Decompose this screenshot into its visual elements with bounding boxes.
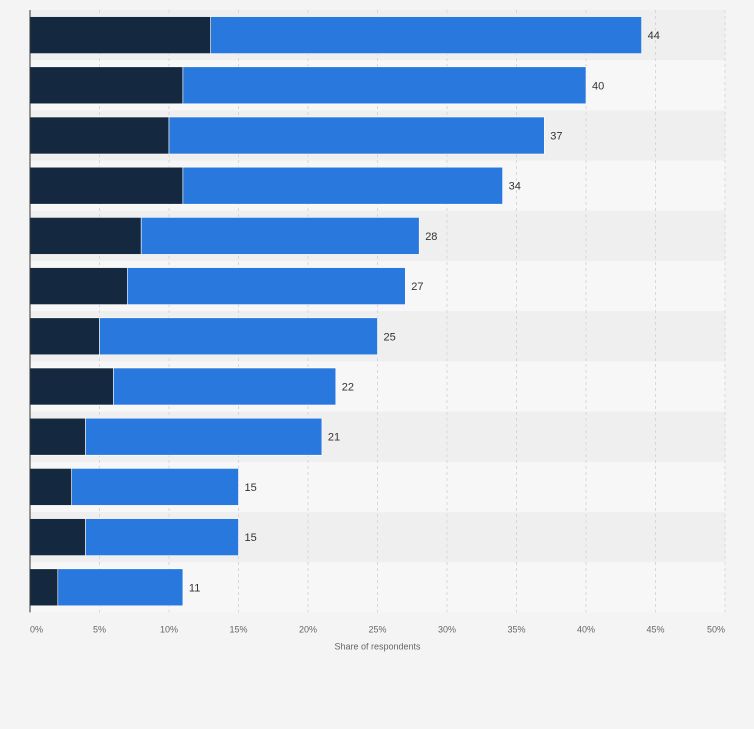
x-tick-label: 25%	[368, 624, 386, 634]
bar-segment-2	[127, 267, 406, 305]
bar-segment-2	[85, 518, 239, 556]
bar-total-label: 22	[342, 382, 354, 394]
bar-segment-2	[85, 417, 323, 456]
bar-segment-1	[29, 317, 100, 356]
x-tick-label: 20%	[299, 624, 317, 634]
bar-total-label: 15	[245, 482, 257, 494]
bar-total-label: 11	[189, 582, 200, 594]
bar-total-label: 15	[245, 532, 257, 544]
x-tick-label: 30%	[438, 624, 456, 634]
bar-total-label: 27	[411, 281, 423, 293]
x-tick-label: 10%	[160, 624, 178, 634]
bar-total-label: 28	[425, 231, 437, 243]
x-tick-label: 45%	[646, 624, 664, 634]
bar-segment-2	[168, 116, 545, 155]
bar-segment-2	[182, 66, 587, 105]
x-tick-label: 50%	[707, 624, 725, 634]
x-tick-label: 15%	[229, 624, 247, 634]
bar-segment-2	[113, 367, 337, 406]
x-axis-title: Share of respondents	[334, 641, 421, 651]
bar-segment-1	[29, 367, 114, 406]
bar-segment-1	[29, 267, 128, 305]
bar-segment-2	[99, 317, 378, 356]
bar-total-label: 34	[509, 181, 521, 193]
x-tick-label: 5%	[93, 624, 106, 634]
bar-total-label: 44	[648, 30, 660, 42]
bar-segment-1	[29, 66, 184, 105]
bar-segment-1	[29, 568, 59, 607]
bar-segment-1	[29, 468, 73, 506]
bar-total-label: 40	[592, 80, 604, 92]
bar-total-label: 37	[550, 131, 562, 143]
bar-total-label: 25	[384, 331, 396, 343]
bar-segment-2	[182, 166, 503, 205]
bar-segment-1	[29, 166, 184, 205]
bar-segment-2	[71, 468, 239, 506]
bar-segment-1	[29, 217, 142, 255]
bar-segment-2	[210, 16, 642, 54]
x-tick-label: 0%	[30, 624, 43, 634]
bar-segment-1	[29, 417, 86, 456]
bar-segment-1	[29, 16, 211, 54]
bar-segment-1	[29, 518, 86, 556]
x-tick-labels: 0% 5% 10% 15% 20% 25% 30% 35% 40% 45% 50%	[30, 624, 725, 634]
bar-segment-2	[57, 568, 184, 607]
bar-total-label: 21	[328, 432, 340, 444]
gridlines	[99, 10, 726, 613]
value-labels: 44 40 37 34 28 27 25 22 21 15 15 11	[189, 30, 660, 594]
bar-segment-2	[140, 217, 420, 255]
x-tick-label: 35%	[507, 624, 525, 634]
bar-segment-1	[29, 116, 170, 155]
x-tick-label: 40%	[577, 624, 595, 634]
